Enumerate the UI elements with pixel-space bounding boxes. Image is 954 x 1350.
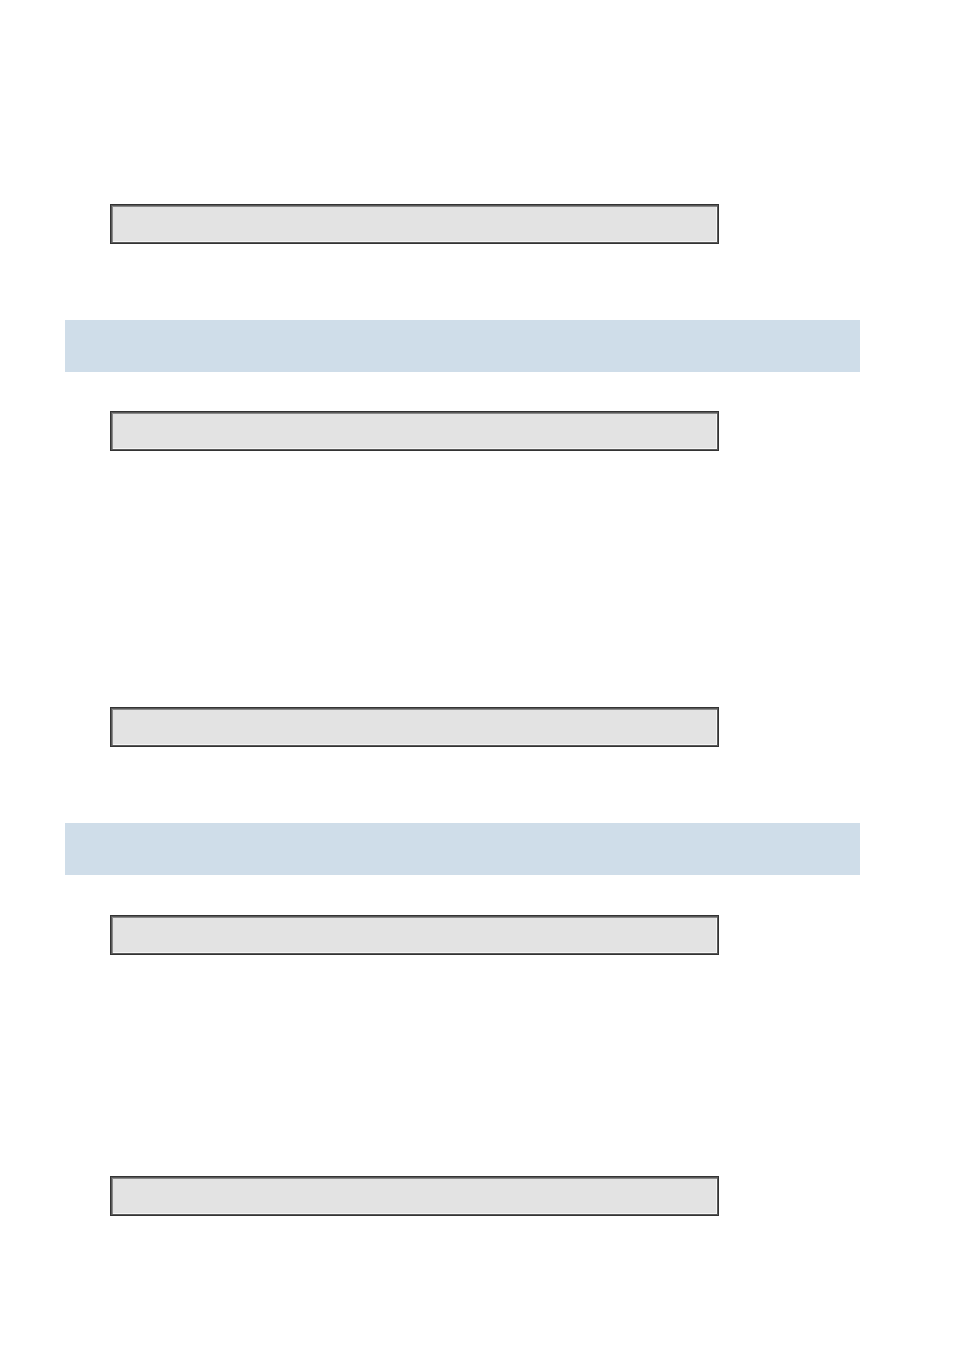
field-3[interactable] bbox=[111, 708, 718, 746]
page-container bbox=[0, 0, 954, 1350]
field-5[interactable] bbox=[111, 1177, 718, 1215]
field-4[interactable] bbox=[111, 916, 718, 954]
section-band-1 bbox=[65, 320, 860, 372]
field-2[interactable] bbox=[111, 412, 718, 450]
section-band-2 bbox=[65, 823, 860, 875]
field-1[interactable] bbox=[111, 205, 718, 243]
